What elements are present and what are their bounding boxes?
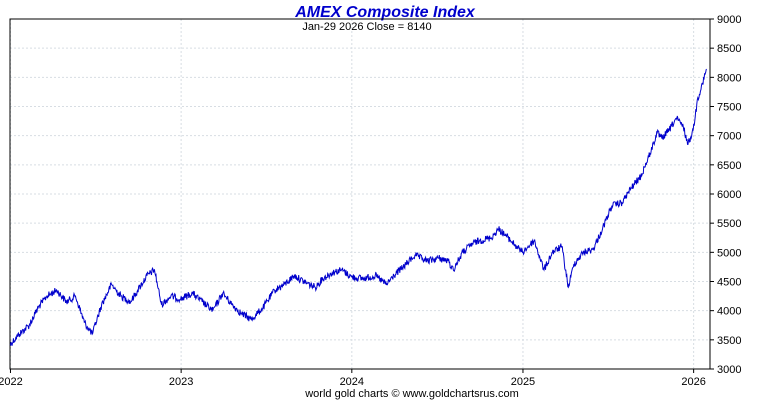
y-tick-label: 7500 [717, 102, 741, 114]
gridlines [9, 18, 710, 370]
x-tick-label: 2024 [340, 376, 364, 388]
chart-title: AMEX Composite Index [294, 4, 476, 21]
x-tick-label: 2026 [681, 376, 705, 388]
y-tick-label: 4500 [717, 277, 741, 289]
x-tick-label: 2023 [169, 376, 193, 388]
y-tick-label: 3500 [717, 335, 741, 347]
y-tick-label: 6000 [717, 189, 741, 201]
y-tick-label: 6500 [717, 160, 741, 172]
y-tick-label: 8000 [717, 72, 741, 84]
y-tick-label: 9000 [717, 14, 741, 26]
chart-subtitle: Jan-29 2026 Close = 8140 [302, 21, 431, 33]
y-tick-label: 8500 [717, 43, 741, 55]
series-line [9, 68, 707, 347]
chart-credit: world gold charts © www.goldchartsrus.co… [304, 388, 519, 400]
x-axis: 2022 2023 2024 2025 2026 [0, 369, 706, 388]
x-tick-label: 2022 [0, 376, 23, 388]
y-axis: 3000 3500 4000 4500 5000 5500 6000 6500 7000 7500… [710, 14, 741, 376]
y-tick-label: 7000 [717, 131, 741, 143]
y-tick-label: 4000 [717, 306, 741, 318]
x-tick-label: 2025 [511, 376, 535, 388]
y-tick-label: 3000 [717, 364, 741, 376]
y-tick-label: 5000 [717, 247, 741, 259]
y-tick-label: 5500 [717, 218, 741, 230]
